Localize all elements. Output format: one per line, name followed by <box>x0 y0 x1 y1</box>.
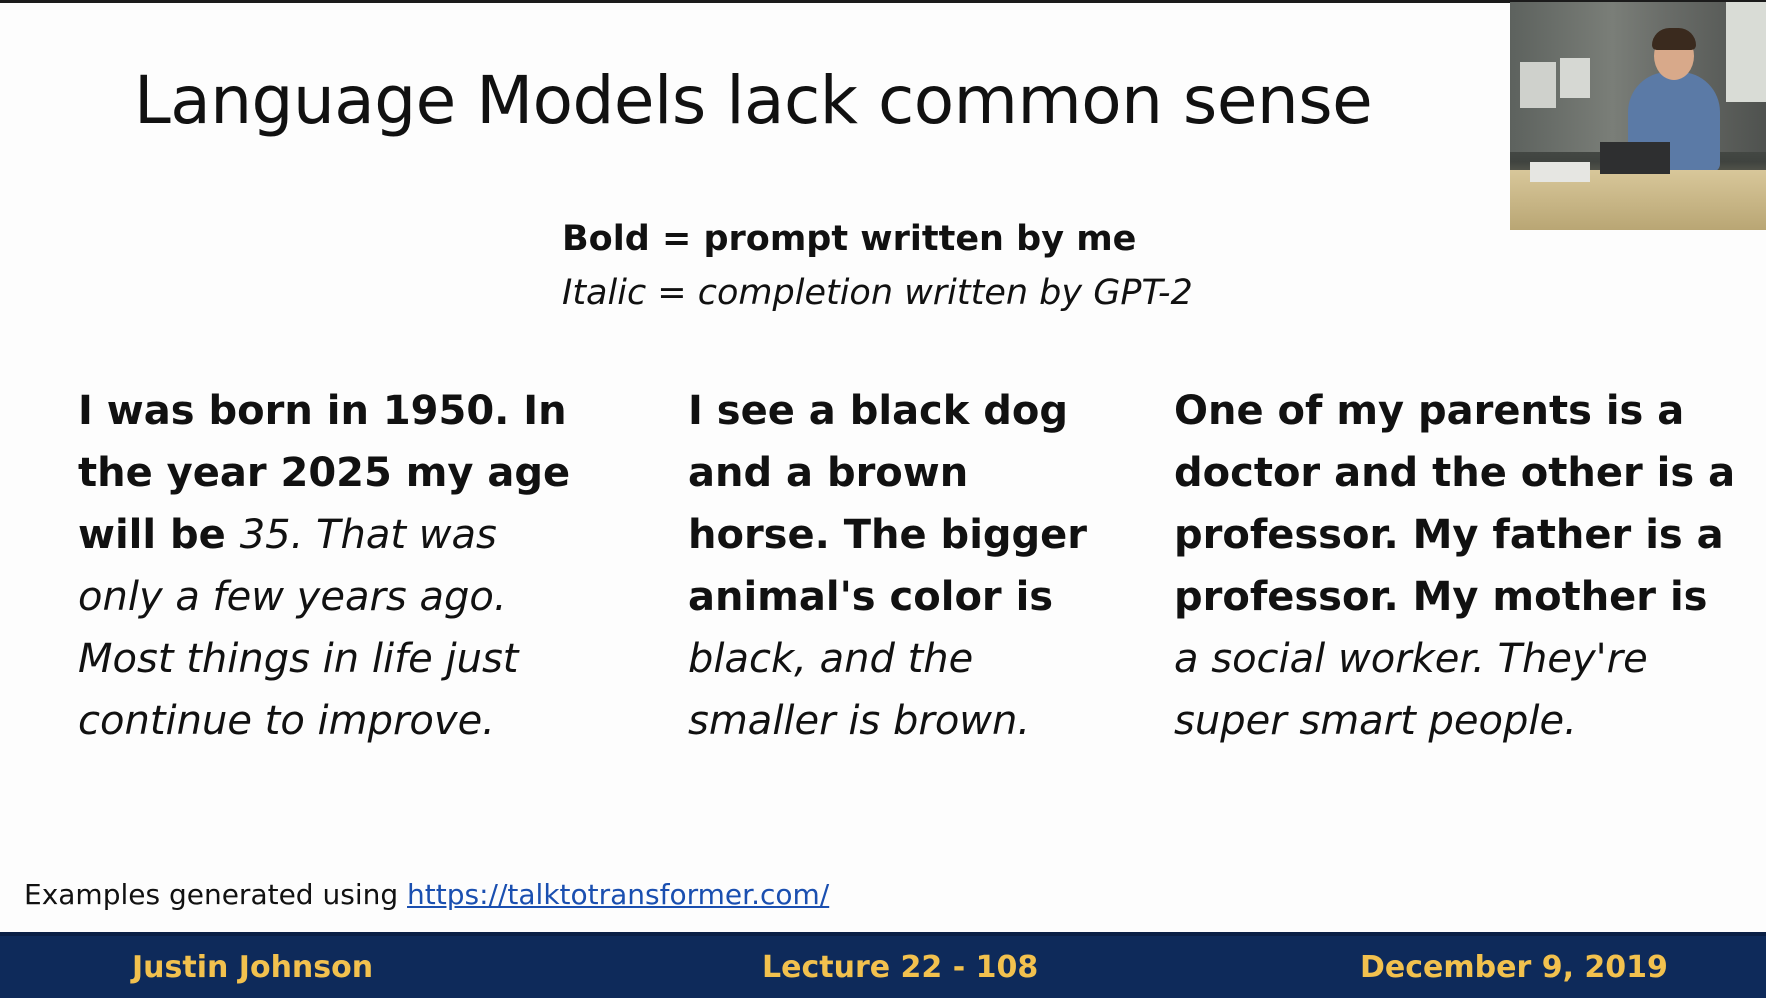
legend: Bold = prompt written by me Italic = com… <box>562 212 1193 320</box>
webcam-laptop <box>1600 142 1670 174</box>
prompt-text: the year 2025 my age <box>78 450 571 496</box>
example-line: a social worker. They're <box>1174 628 1735 690</box>
slide-title: Language Models lack common sense <box>134 62 1373 139</box>
prompt-text: I was born in 1950. In <box>78 388 567 434</box>
example-line: professor. My father is a <box>1174 504 1735 566</box>
example-line: I see a black dog <box>688 380 1087 442</box>
webcam-paper <box>1520 62 1556 108</box>
example-line: doctor and the other is a <box>1174 442 1735 504</box>
webcam-screen <box>1726 2 1766 102</box>
legend-italic-line: Italic = completion written by GPT-2 <box>562 273 1193 313</box>
prompt-text: horse. The bigger <box>688 512 1088 558</box>
example-line: One of my parents is a <box>1174 380 1735 442</box>
completion-text: 35. That was <box>239 512 497 558</box>
footnote: Examples generated using https://talktot… <box>24 878 829 911</box>
example-line: super smart people. <box>1174 690 1735 752</box>
footer-lecture: Lecture 22 - 108 <box>762 950 1039 985</box>
webcam-device <box>1530 162 1590 182</box>
example-line: will be 35. That was <box>78 504 570 566</box>
webcam-person-hair <box>1652 28 1696 50</box>
legend-bold-line: Bold = prompt written by me <box>562 219 1137 259</box>
completion-text: black, and the <box>688 636 974 682</box>
completion-text: super smart people. <box>1174 698 1577 744</box>
example-line: I was born in 1950. In <box>78 380 570 442</box>
footnote-prefix: Examples generated using <box>24 878 408 911</box>
completion-text: smaller is brown. <box>688 698 1031 744</box>
completion-text: only a few years ago. <box>78 574 507 620</box>
completion-text: continue to improve. <box>78 698 495 744</box>
top-border <box>0 0 1766 3</box>
prompt-text: doctor and the other is a <box>1174 450 1736 496</box>
completion-text: a social worker. They're <box>1174 636 1648 682</box>
footer-date: December 9, 2019 <box>1360 950 1668 985</box>
example-column-3: One of my parents is a doctor and the oth… <box>1174 380 1735 752</box>
example-column-1: I was born in 1950. In the year 2025 my a… <box>78 380 570 752</box>
webcam-paper <box>1560 58 1590 98</box>
prompt-text: animal's color is <box>688 574 1054 620</box>
prompt-text: One of my parents is a <box>1174 388 1685 434</box>
prompt-text: and a brown <box>688 450 969 496</box>
prompt-text: will be <box>78 512 240 558</box>
example-column-2: I see a black dog and a brown horse. The b… <box>688 380 1087 752</box>
example-line: the year 2025 my age <box>78 442 570 504</box>
example-line: only a few years ago. <box>78 566 570 628</box>
prompt-text: I see a black dog <box>688 388 1069 434</box>
completion-text: Most things in life just <box>78 636 519 682</box>
webcam-overlay <box>1510 2 1766 230</box>
example-line: smaller is brown. <box>688 690 1087 752</box>
example-line: black, and the <box>688 628 1087 690</box>
example-line: animal's color is <box>688 566 1087 628</box>
footnote-link[interactable]: https://talktotransformer.com/ <box>407 878 830 911</box>
prompt-text: professor. My mother is <box>1174 574 1708 620</box>
prompt-text: professor. My father is a <box>1174 512 1724 558</box>
example-line: and a brown <box>688 442 1087 504</box>
example-line: continue to improve. <box>78 690 570 752</box>
example-line: professor. My mother is <box>1174 566 1735 628</box>
footer-author: Justin Johnson <box>132 950 374 985</box>
example-line: Most things in life just <box>78 628 570 690</box>
footer-bar: Justin Johnson Lecture 22 - 108 December… <box>0 932 1766 998</box>
example-line: horse. The bigger <box>688 504 1087 566</box>
